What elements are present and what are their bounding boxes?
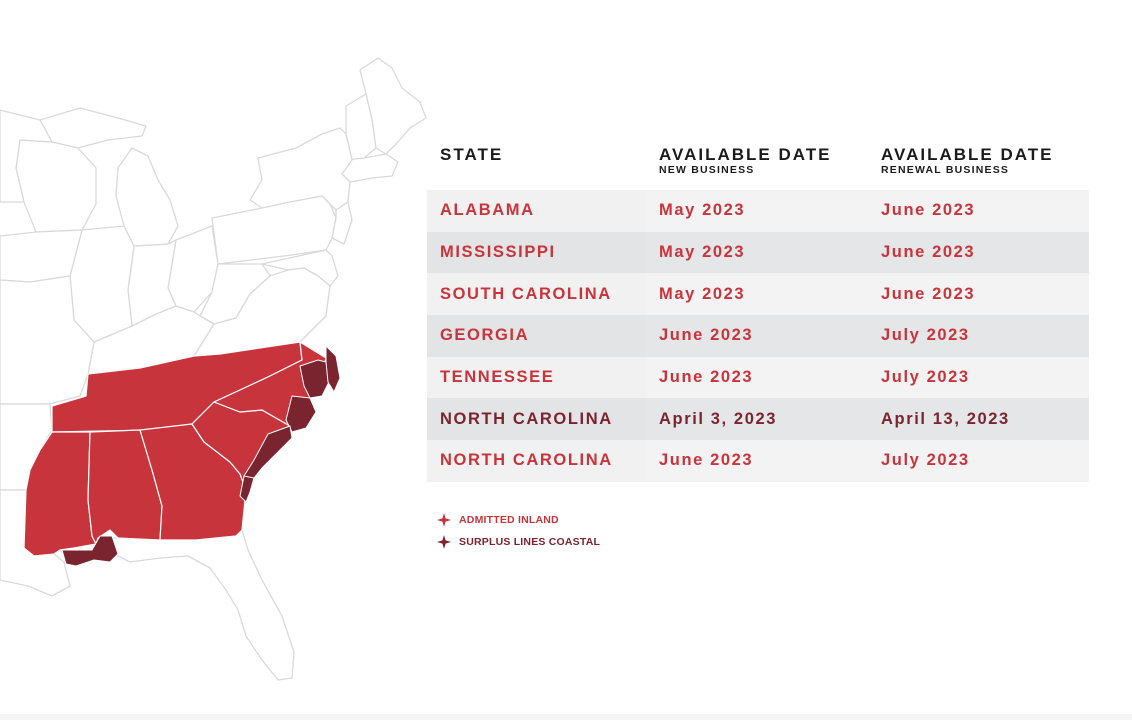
header-new-business-label: AVAILABLE DATE: [659, 145, 832, 164]
state-outline-michigan-lower: [115, 147, 179, 247]
state-outline-illinois: [69, 225, 135, 343]
new-business-cell: June 2023: [646, 315, 868, 357]
state-outline-new-york: [249, 127, 353, 211]
table-row: MISSISSIPPI May 2023 June 2023: [427, 231, 1089, 274]
state-cell: NORTH CAROLINA: [440, 451, 613, 470]
table-body: ALABAMA May 2023 June 2023 MISSISSIPPI M…: [427, 190, 1089, 482]
state-outline-michigan-upper: [39, 107, 147, 149]
legend-label-inland: ADMITTED INLAND: [459, 514, 559, 526]
renewal-business-cell: April 13, 2023: [868, 398, 1089, 441]
state-cell: NORTH CAROLINA: [440, 409, 613, 428]
renewal-business-cell: July 2023: [868, 440, 1089, 482]
header-state: STATE: [427, 140, 646, 164]
coastal-ms-al: [61, 535, 119, 567]
header-renewal-business-sub: RENEWAL BUSINESS: [881, 164, 1010, 176]
table-row: NORTH CAROLINA April 3, 2023 April 13, 2…: [427, 398, 1089, 441]
table-row: GEORGIA June 2023 July 2023: [427, 315, 1089, 357]
state-cell: GEORGIA: [440, 326, 530, 345]
coastal-sc: [243, 425, 293, 493]
state-cell: SOUTH CAROLINA: [440, 284, 612, 303]
header-renewal-business-label: AVAILABLE DATE: [881, 145, 1054, 164]
new-business-cell: May 2023: [646, 190, 868, 232]
legend-label-coastal: SURPLUS LINES COASTAL: [459, 536, 601, 548]
legend-item-inland: ADMITTED INLAND: [437, 509, 600, 531]
new-business-cell: April 3, 2023: [646, 398, 868, 441]
coastal-nc-southeast: [285, 395, 317, 433]
header-new-business-sub: NEW BUSINESS: [659, 164, 755, 176]
table-row: ALABAMA May 2023 June 2023: [427, 190, 1089, 232]
four-point-star-icon: [437, 535, 451, 549]
state-cell: ALABAMA: [440, 201, 535, 220]
table-header: STATE AVAILABLE DATE NEW BUSINESS AVAILA…: [427, 140, 1089, 190]
state-outline-minnesota: [0, 109, 53, 203]
legend-item-coastal: SURPLUS LINES COASTAL: [437, 531, 600, 553]
header-state-label: STATE: [440, 145, 504, 164]
state-cell: MISSISSIPPI: [440, 243, 556, 262]
new-business-cell: June 2023: [646, 440, 868, 482]
renewal-business-cell: July 2023: [868, 356, 1089, 399]
renewal-business-cell: June 2023: [868, 190, 1089, 232]
state-cell: TENNESSEE: [440, 368, 555, 387]
renewal-business-cell: July 2023: [868, 315, 1089, 357]
header-new-business: AVAILABLE DATE NEW BUSINESS: [646, 140, 868, 177]
table-row: NORTH CAROLINA June 2023 July 2023: [427, 440, 1089, 482]
legend: ADMITTED INLAND SURPLUS LINES COASTAL: [437, 509, 600, 553]
southeast-us-map: [0, 50, 440, 690]
table-row: TENNESSEE June 2023 July 2023: [427, 356, 1089, 399]
new-business-cell: May 2023: [646, 231, 868, 274]
table-row: SOUTH CAROLINA May 2023 June 2023: [427, 273, 1089, 316]
renewal-business-cell: June 2023: [868, 231, 1089, 274]
four-point-star-icon: [437, 513, 451, 527]
new-business-cell: May 2023: [646, 273, 868, 316]
header-renewal-business: AVAILABLE DATE RENEWAL BUSINESS: [868, 140, 1089, 177]
state-outline-nj: [331, 201, 353, 245]
coastal-ga-sc: [239, 475, 255, 503]
renewal-business-cell: June 2023: [868, 273, 1089, 316]
new-business-cell: June 2023: [646, 356, 868, 399]
bottom-strip: [0, 714, 1132, 720]
coastal-nc-northeast: [299, 359, 331, 399]
state-outline-iowa: [0, 229, 83, 283]
coastal-nc-outer: [325, 345, 341, 393]
availability-table: STATE AVAILABLE DATE NEW BUSINESS AVAILA…: [427, 140, 1089, 482]
state-outline-wisconsin: [15, 139, 97, 233]
